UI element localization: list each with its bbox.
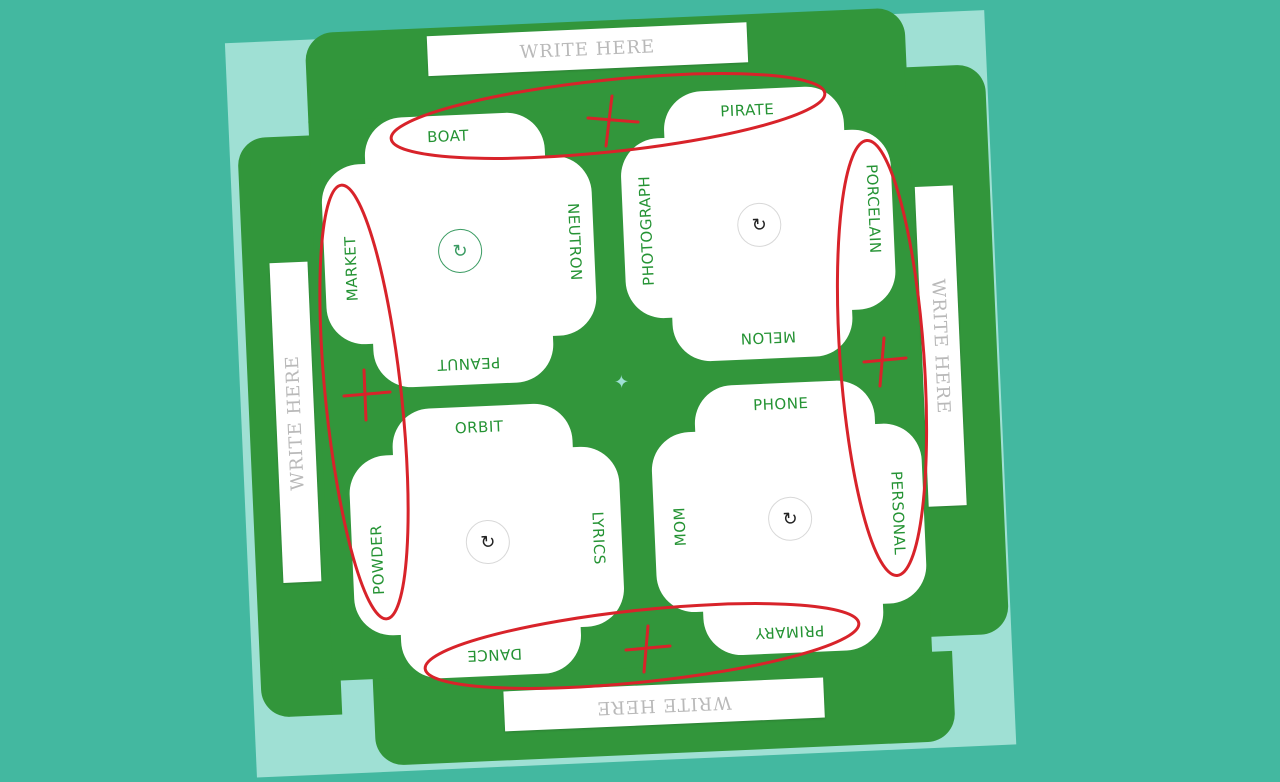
annotation-layer [318,72,929,690]
annotation-cross [624,624,672,674]
annotation-cross [586,94,640,148]
annotation-ellipse [389,72,827,160]
annotation-cross [862,336,908,388]
annotation-cross [342,368,392,422]
annotation-ellipse [318,183,410,621]
annotation-ellipse [835,139,929,577]
annotation-ellipse [423,602,861,690]
